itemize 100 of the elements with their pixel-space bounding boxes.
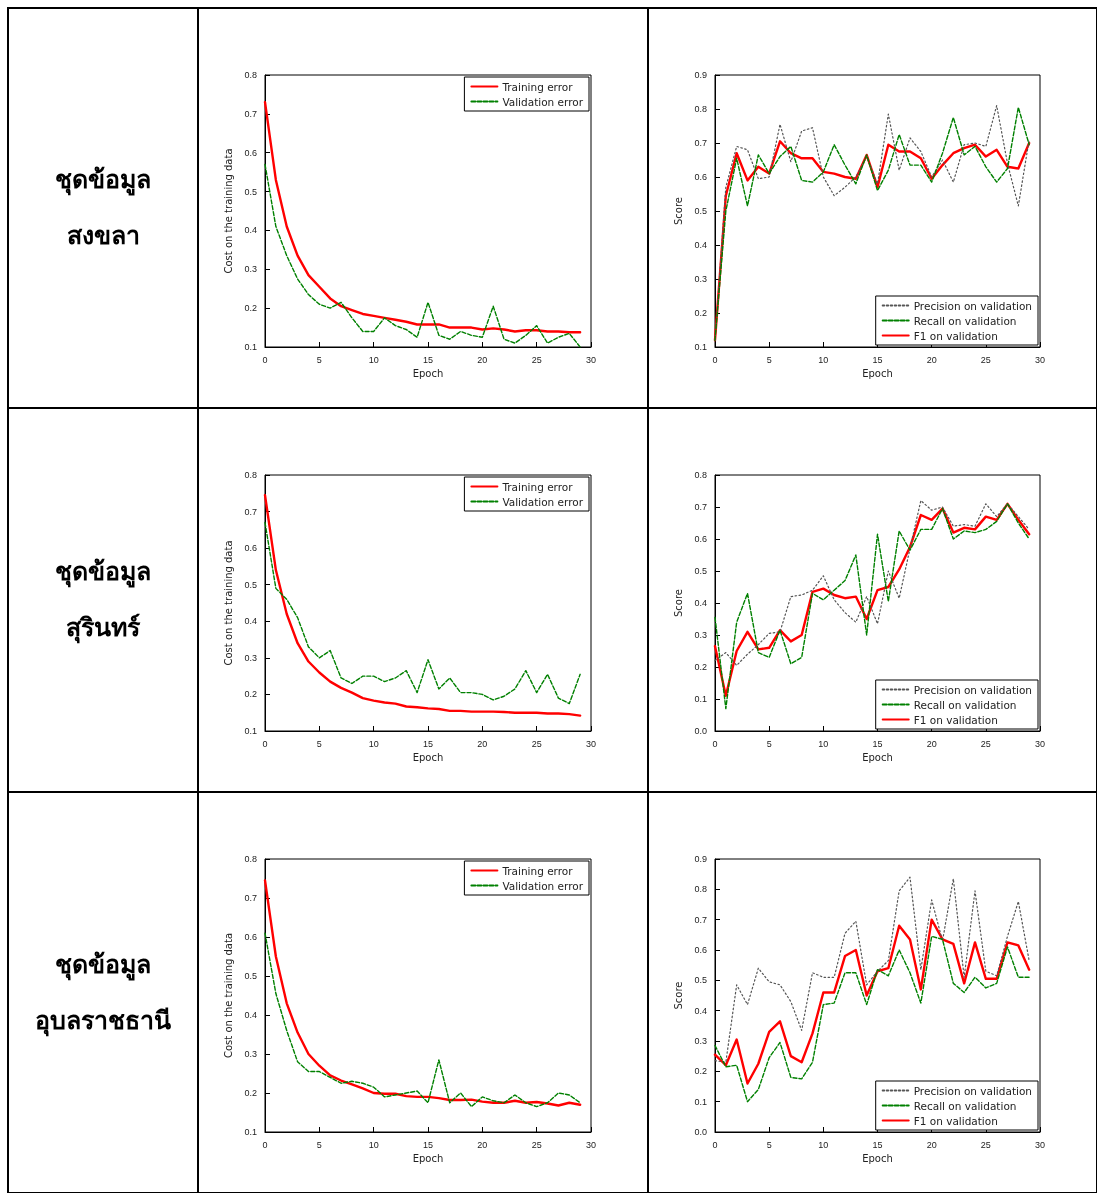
- x-axis-title: Epoch: [862, 752, 893, 764]
- x-tick-label: 30: [585, 354, 597, 365]
- x-tick-label: 30: [585, 1139, 597, 1150]
- x-tick-label: 25: [980, 738, 991, 749]
- y-tick-label: 0.9: [694, 70, 707, 80]
- y-tick-label: 0.4: [694, 598, 707, 608]
- y-tick-label: 0.2: [694, 662, 707, 672]
- y-tick-label: 0.4: [244, 1010, 257, 1020]
- x-tick-label: 25: [531, 354, 542, 365]
- x-tick-label: 0: [262, 354, 268, 365]
- y-axis-title: Score: [673, 981, 685, 1010]
- y-tick-label: 0.4: [244, 225, 257, 236]
- x-tick-label: 30: [1034, 1139, 1046, 1150]
- legend-label: F1 on validation: [913, 329, 998, 342]
- x-tick-label: 25: [980, 1139, 991, 1150]
- x-tick-label: 10: [818, 1139, 829, 1150]
- x-axis-title: Epoch: [862, 1153, 893, 1165]
- y-tick-label: 0.3: [244, 264, 257, 275]
- y-tick-label: 0.6: [244, 147, 257, 158]
- y-tick-label: 0.7: [694, 138, 707, 148]
- x-tick-label: 15: [422, 1139, 434, 1150]
- legend-label: Training error: [501, 480, 574, 493]
- x-tick-label: 0: [262, 738, 268, 749]
- legend-label: Training error: [501, 864, 574, 877]
- x-axis-title: Epoch: [862, 368, 893, 380]
- legend-label: Validation error: [502, 879, 584, 892]
- x-tick-label: 25: [531, 1139, 542, 1150]
- x-axis-title: Epoch: [412, 368, 444, 380]
- y-tick-label: 0.8: [244, 70, 257, 80]
- text: ชุดข้อมูล อุบลราชธานี: [34, 948, 172, 1039]
- x-tick-label: 30: [1034, 354, 1046, 365]
- x-tick-label: 10: [368, 738, 379, 749]
- x-tick-label: 15: [872, 354, 883, 365]
- y-tick-label: 0.8: [244, 854, 257, 864]
- y-tick-label: 0.4: [694, 1005, 707, 1016]
- legend-label: F1 on validation: [913, 1114, 998, 1127]
- y-tick-label: 0.5: [244, 971, 257, 981]
- y-tick-label: 0.2: [694, 308, 707, 318]
- y-tick-label: 0.3: [244, 652, 257, 663]
- y-tick-label: 0.6: [694, 945, 707, 955]
- y-tick-label: 0.7: [694, 502, 707, 512]
- x-tick-label: 20: [926, 1139, 937, 1150]
- x-tick-label: 15: [872, 1139, 883, 1150]
- y-tick-label: 0.3: [244, 1049, 257, 1059]
- legend-label: Recall on validation: [913, 314, 1017, 327]
- y-tick-label: 0.7: [694, 914, 707, 925]
- y-tick-label: 0.5: [694, 206, 707, 216]
- y-tick-label: 0.1: [694, 694, 707, 704]
- x-tick-label: 0: [712, 738, 718, 749]
- y-tick-label: 0.5: [694, 566, 707, 576]
- legend-label: F1 on validation: [913, 713, 998, 726]
- y-tick-label: 0.8: [694, 884, 707, 895]
- y-axis-title: Cost on the training data: [223, 932, 235, 1059]
- x-tick-label: 20: [926, 738, 937, 749]
- y-tick-label: 0.6: [694, 172, 707, 182]
- text: ชุดข้อมูล สงขลา: [54, 164, 152, 252]
- y-tick-label: 0.8: [694, 470, 707, 480]
- x-tick-label: 5: [316, 738, 322, 749]
- x-tick-label: 5: [316, 354, 322, 365]
- y-tick-label: 0.1: [244, 1127, 257, 1137]
- y-tick-label: 0.1: [694, 342, 707, 352]
- y-tick-label: 0.0: [694, 726, 707, 736]
- y-tick-label: 0.6: [244, 932, 257, 942]
- y-tick-label: 0.2: [244, 303, 257, 314]
- y-axis-title: Score: [673, 196, 685, 226]
- legend-label: Precision on validation: [913, 1084, 1033, 1097]
- y-tick-label: 0.0: [694, 1127, 707, 1137]
- y-tick-label: 0.8: [694, 104, 707, 114]
- legend-label: Validation error: [502, 495, 584, 508]
- y-tick-label: 0.1: [694, 1096, 707, 1107]
- legend-label: Training error: [501, 80, 574, 93]
- y-tick-label: 0.1: [244, 342, 257, 352]
- y-tick-label: 0.2: [244, 1088, 257, 1098]
- legend-label: Recall on validation: [913, 1099, 1017, 1112]
- x-tick-label: 10: [368, 1139, 379, 1150]
- x-tick-label: 15: [872, 738, 883, 749]
- x-tick-label: 5: [316, 1139, 322, 1150]
- y-tick-label: 0.8: [244, 470, 257, 480]
- y-tick-label: 0.3: [694, 1036, 707, 1046]
- y-axis-title: Cost on the training data: [223, 148, 235, 274]
- y-tick-label: 0.3: [694, 630, 707, 640]
- x-tick-label: 25: [531, 738, 542, 749]
- y-tick-label: 0.9: [694, 854, 707, 864]
- x-tick-label: 0: [262, 1139, 268, 1150]
- x-tick-label: 20: [926, 354, 937, 365]
- y-tick-label: 0.2: [244, 689, 257, 700]
- y-tick-label: 0.4: [244, 616, 257, 627]
- x-axis-title: Epoch: [412, 1153, 444, 1165]
- x-tick-label: 0: [712, 1139, 718, 1150]
- y-tick-label: 0.5: [244, 579, 257, 590]
- y-tick-label: 0.2: [694, 1066, 707, 1077]
- x-tick-label: 15: [422, 354, 434, 365]
- x-tick-label: 10: [818, 738, 829, 749]
- y-axis-title: Score: [673, 588, 685, 618]
- x-tick-label: 0: [712, 354, 718, 365]
- y-tick-label: 0.7: [244, 893, 257, 903]
- x-tick-label: 5: [766, 738, 772, 749]
- x-tick-label: 5: [766, 1139, 772, 1150]
- legend-label: Recall on validation: [913, 698, 1017, 711]
- x-tick-label: 25: [980, 354, 991, 365]
